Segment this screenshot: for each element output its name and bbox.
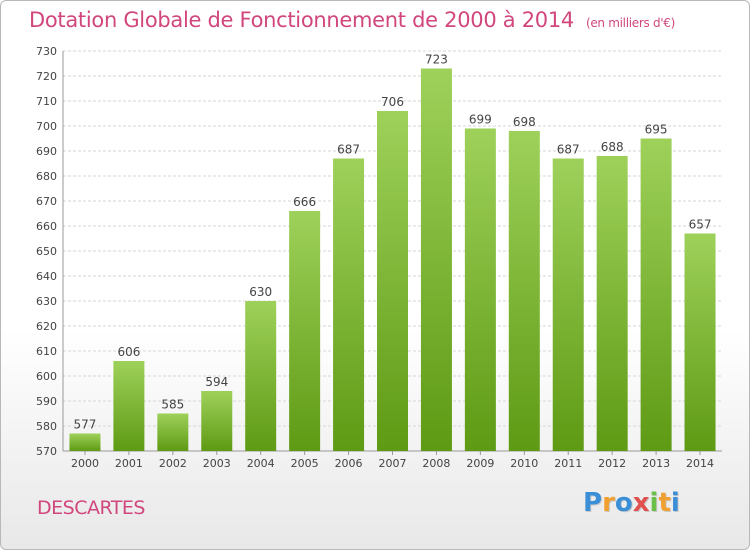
data-label-2013: 695 xyxy=(645,123,668,137)
x-tick-label: 2001 xyxy=(115,457,143,470)
x-tick-label: 2013 xyxy=(642,457,670,470)
bar-2014 xyxy=(684,233,716,451)
data-label-2012: 688 xyxy=(601,140,624,154)
y-tick-label: 690 xyxy=(36,145,57,158)
x-tick-label: 2004 xyxy=(247,457,275,470)
bar-2007 xyxy=(377,111,408,451)
chart-title: Dotation Globale de Fonctionnement de 20… xyxy=(29,8,675,32)
y-tick-label: 610 xyxy=(36,345,57,358)
x-tick-label: 2007 xyxy=(379,457,407,470)
bar-2005 xyxy=(289,211,321,451)
logo-letter: o xyxy=(614,488,633,518)
y-tick-label: 640 xyxy=(36,270,57,283)
data-label-2000: 577 xyxy=(74,418,97,432)
bar-2011 xyxy=(552,158,584,451)
y-tick-label: 720 xyxy=(36,70,57,83)
bar-2008 xyxy=(420,68,452,451)
bar-2013 xyxy=(640,138,672,451)
data-label-2008: 723 xyxy=(425,53,448,67)
bars xyxy=(69,68,716,451)
y-tick-label: 730 xyxy=(36,45,57,58)
y-tick-label: 570 xyxy=(36,445,57,458)
data-label-2002: 585 xyxy=(161,398,184,412)
data-label-2001: 606 xyxy=(117,345,140,359)
y-tick-label: 580 xyxy=(36,420,57,433)
y-tick-label: 620 xyxy=(36,320,57,333)
x-tick-label: 2000 xyxy=(71,457,99,470)
data-label-2011: 687 xyxy=(557,143,580,157)
x-tick-label: 2012 xyxy=(598,457,626,470)
y-tick-label: 660 xyxy=(36,220,57,233)
x-tick-label: 2005 xyxy=(291,457,319,470)
logo-letter: P xyxy=(583,488,603,518)
logo-letter: x xyxy=(632,488,650,518)
bar-2004 xyxy=(245,301,277,451)
x-tick-label: 2002 xyxy=(159,457,187,470)
bar-2006 xyxy=(333,158,365,451)
data-label-2003: 594 xyxy=(205,375,228,389)
logo-letter: t xyxy=(658,488,671,518)
data-label-2004: 630 xyxy=(249,285,272,299)
y-tick-label: 590 xyxy=(36,395,57,408)
data-label-2010: 698 xyxy=(513,115,536,129)
logo-letter: i xyxy=(670,488,680,518)
data-label-2009: 699 xyxy=(469,113,492,127)
chart-subtitle: (en milliers d'€) xyxy=(585,16,675,30)
y-tick-label: 710 xyxy=(36,95,57,108)
proxiti-logo[interactable]: Proxiti xyxy=(583,488,680,518)
data-label-2005: 666 xyxy=(293,195,316,209)
x-tick-label: 2008 xyxy=(422,457,450,470)
bar-2012 xyxy=(596,156,628,451)
x-tick-label: 2014 xyxy=(686,457,714,470)
data-label-2014: 657 xyxy=(689,218,712,232)
x-tick-label: 2011 xyxy=(554,457,582,470)
y-tick-label: 670 xyxy=(36,195,57,208)
y-tick-label: 680 xyxy=(36,170,57,183)
y-tick-label: 630 xyxy=(36,295,57,308)
bar-2010 xyxy=(508,131,540,451)
bar-2000 xyxy=(69,433,101,451)
logo-letter: i xyxy=(649,488,659,518)
bar-2009 xyxy=(464,128,496,451)
bar-2001 xyxy=(113,361,145,451)
data-label-2007: 706 xyxy=(381,95,404,109)
bar-2003 xyxy=(201,391,233,451)
labels: 570 580 590 600 610 620 630 640 650 660 670 680 690 7… xyxy=(36,45,714,470)
logo-letter: r xyxy=(602,488,615,518)
x-tick-label: 2010 xyxy=(510,457,538,470)
y-tick-label: 650 xyxy=(36,245,57,258)
bar-chart: 570 580 590 600 610 620 630 640 650 660 670 680 690 7… xyxy=(36,45,722,470)
commune-name: DESCARTES xyxy=(37,497,145,519)
x-tick-label: 2009 xyxy=(466,457,494,470)
x-tick-label: 2003 xyxy=(203,457,231,470)
y-tick-label: 700 xyxy=(36,120,57,133)
y-tick-label: 600 xyxy=(36,370,57,383)
bar-2002 xyxy=(157,413,189,451)
x-tick-label: 2006 xyxy=(335,457,363,470)
data-label-2006: 687 xyxy=(337,143,360,157)
